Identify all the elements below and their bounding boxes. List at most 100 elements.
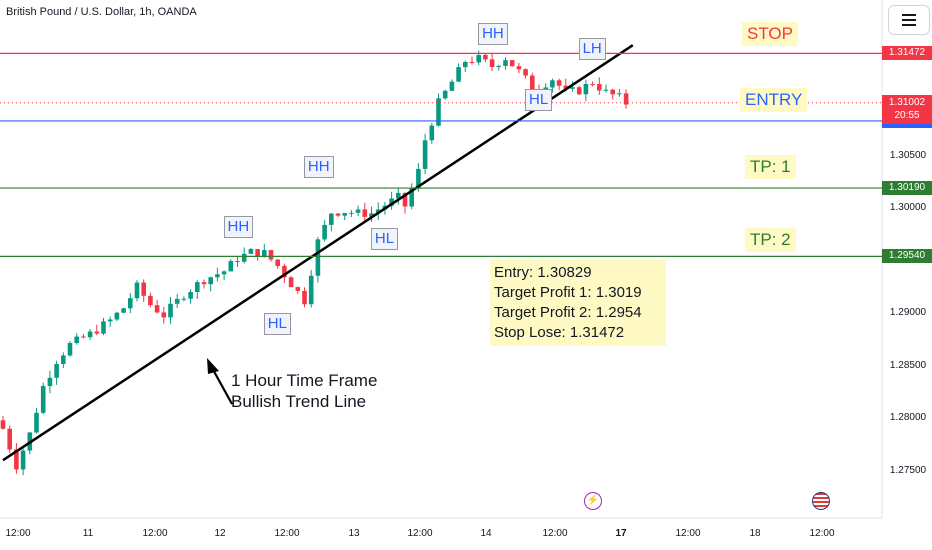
menu-icon — [902, 14, 916, 16]
y-tick-label: 1.27500 — [889, 464, 927, 476]
chart-title: British Pound / U.S. Dollar, 1h, OANDA — [6, 6, 197, 18]
candle — [87, 331, 93, 338]
candle — [128, 298, 133, 309]
candle — [590, 84, 595, 86]
candle — [174, 298, 180, 304]
trend-line — [2, 44, 634, 462]
candle — [241, 253, 247, 262]
candle — [14, 449, 19, 470]
candle — [141, 282, 146, 296]
trade-info-line: Target Profit 2: 1.2954 — [494, 304, 642, 321]
candle — [114, 312, 120, 320]
candle — [530, 75, 535, 90]
candle — [221, 271, 227, 275]
candle — [369, 213, 374, 217]
candle — [550, 80, 555, 88]
level-label: ENTRY — [740, 88, 808, 112]
candle — [0, 420, 6, 429]
candle — [40, 386, 46, 413]
candle — [509, 60, 515, 67]
candle — [282, 265, 287, 278]
candle — [402, 192, 408, 207]
x-tick-label: 12:00 — [142, 528, 168, 539]
candle — [563, 85, 569, 89]
candle — [255, 249, 260, 257]
candle — [503, 60, 508, 66]
candle — [67, 343, 73, 356]
candle — [442, 90, 448, 99]
x-tick-label: 12:00 — [809, 528, 835, 539]
candle — [436, 98, 441, 126]
candle — [335, 213, 341, 216]
candle — [188, 291, 193, 299]
x-tick-label: 12:00 — [274, 528, 300, 539]
candle — [362, 209, 368, 217]
trade-info-box: Entry: 1.30829 Target Profit 1: 1.3019 Tar… — [490, 260, 666, 346]
candle — [617, 93, 622, 95]
swing-label: HL — [370, 227, 399, 250]
x-tick-label: 13 — [348, 528, 360, 539]
candle — [576, 87, 582, 95]
y-tick-label: 1.30500 — [889, 149, 927, 161]
x-tick-label: 14 — [480, 528, 492, 539]
x-tick-label: 12:00 — [675, 528, 701, 539]
swing-label: HL — [525, 88, 553, 111]
lightning-event-icon[interactable]: ⚡ — [584, 492, 602, 510]
price-tag: 1.30190 — [882, 181, 932, 196]
candle — [516, 66, 522, 70]
candle — [610, 89, 615, 95]
candle — [201, 282, 207, 285]
price-tag: 1.29540 — [882, 249, 932, 264]
candle — [396, 192, 401, 199]
candle — [61, 355, 66, 364]
candle — [268, 250, 274, 260]
candle — [235, 261, 240, 263]
menu-button[interactable] — [888, 5, 930, 35]
candle — [215, 274, 220, 278]
x-tick-label: 12:00 — [407, 528, 433, 539]
candle — [308, 275, 314, 305]
candle — [302, 290, 307, 305]
candle — [208, 277, 213, 285]
candle — [429, 125, 435, 141]
candle — [389, 198, 394, 206]
candle — [469, 61, 475, 63]
swing-label: HH — [223, 216, 254, 238]
candle — [248, 249, 254, 254]
y-tick-label: 1.29000 — [889, 307, 927, 319]
candle — [168, 303, 173, 318]
x-tick-label: 12 — [214, 528, 226, 539]
candle — [228, 261, 234, 272]
trend-annotation: 1 Hour Time Frame Bullish Trend Line — [231, 370, 377, 412]
candle — [74, 336, 79, 344]
annotation-arrow-head — [207, 358, 219, 374]
candle — [463, 61, 468, 68]
swing-label: HH — [478, 22, 508, 45]
swing-label: HL — [263, 312, 291, 335]
x-tick-label: 12:00 — [5, 528, 31, 539]
y-tick-label: 1.28000 — [889, 412, 927, 424]
candle — [107, 319, 113, 322]
candle — [456, 67, 461, 82]
candle — [20, 450, 26, 470]
candle — [148, 295, 153, 306]
candle — [329, 213, 334, 225]
candle — [54, 363, 59, 378]
candle — [342, 213, 347, 216]
candle — [422, 140, 428, 169]
candle — [121, 308, 126, 313]
x-tick-label: 18 — [749, 528, 761, 539]
current-price-tag: 1.31002 20:55 — [882, 94, 932, 124]
price-tag: 1.31472 — [882, 46, 932, 61]
candle — [496, 65, 502, 67]
us-flag-event-icon[interactable] — [812, 492, 830, 510]
annotation-line: Bullish Trend Line — [231, 392, 367, 411]
candle — [603, 89, 609, 91]
candle — [355, 209, 361, 213]
annotation-arrow-shaft — [210, 365, 233, 405]
swing-label: HH — [303, 156, 334, 179]
candle — [34, 412, 39, 433]
bar-countdown: 20:55 — [894, 109, 920, 121]
x-tick-label: 11 — [82, 528, 94, 539]
